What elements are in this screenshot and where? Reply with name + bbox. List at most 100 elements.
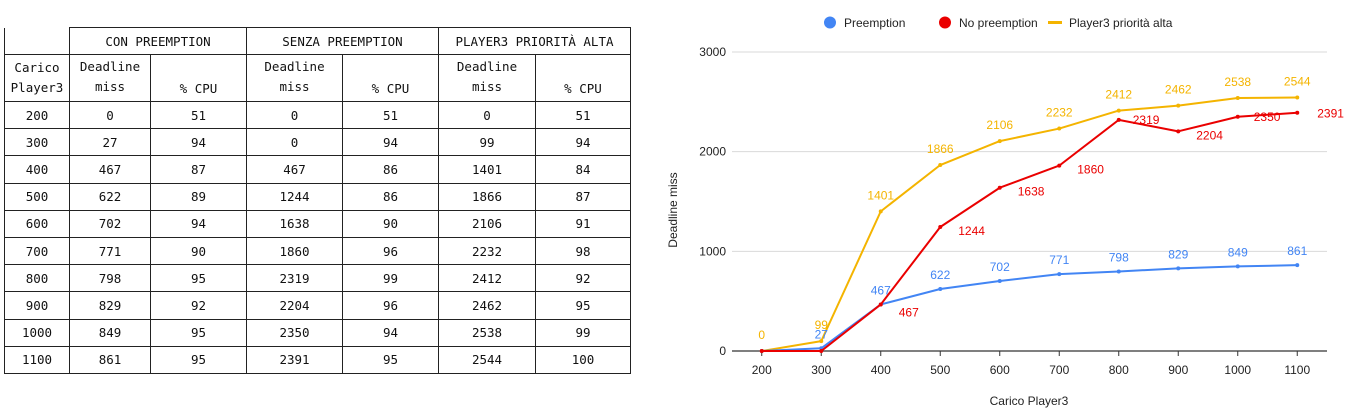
deadline-miss-cell: 2350 xyxy=(246,318,343,347)
deadline-miss-cell: 2232 xyxy=(438,236,536,266)
data-label: 2232 xyxy=(1046,106,1073,120)
data-point xyxy=(1295,95,1300,100)
legend-label: Preemption xyxy=(844,16,905,30)
cpu-cell: 98 xyxy=(535,236,631,266)
data-point xyxy=(1235,264,1240,269)
data-label: 849 xyxy=(1228,245,1248,259)
deadline-miss-cell: 2538 xyxy=(438,318,536,347)
data-point xyxy=(1176,129,1181,134)
data-label: 2544 xyxy=(1284,74,1311,88)
deadline-miss-cell: 2204 xyxy=(246,291,343,320)
data-label: 1401 xyxy=(867,188,894,202)
deadline-miss-cell: 1244 xyxy=(246,182,343,211)
load-cell: 300 xyxy=(4,128,70,157)
cpu-cell: 51 xyxy=(342,100,439,130)
data-label: 2106 xyxy=(986,118,1013,132)
load-cell: 200 xyxy=(4,100,70,130)
x-tick-label: 800 xyxy=(1109,363,1129,377)
cpu-cell: 96 xyxy=(342,236,439,266)
cpu-cell: 96 xyxy=(342,291,439,320)
data-label: 27 xyxy=(815,327,829,341)
cpu-cell: 94 xyxy=(342,318,439,347)
x-axis-ticks: 200 300 400 500 600 700 800 900 1000 1100 xyxy=(752,351,1310,377)
data-point xyxy=(1057,126,1062,131)
x-tick-label: 1000 xyxy=(1224,363,1251,377)
y-tick-label: 3000 xyxy=(699,45,726,59)
deadline-miss-cell: 849 xyxy=(69,318,151,347)
data-labels: 27 467 622 702 771 798 829 849 861 0 99 1401 1866 210… xyxy=(758,74,1344,342)
cpu-cell: 87 xyxy=(535,182,631,211)
legend-dot-marker xyxy=(824,16,836,29)
data-point xyxy=(819,349,824,353)
data-label: 467 xyxy=(899,305,919,319)
legend-item: Preemption xyxy=(824,16,905,30)
cpu-cell: 90 xyxy=(150,236,247,266)
legend-label: No preemption xyxy=(959,16,1038,30)
deadline-miss-cell: 2319 xyxy=(246,264,343,293)
deadline-miss-cell: 467 xyxy=(69,155,151,184)
data-point xyxy=(1235,114,1240,119)
data-label: 622 xyxy=(930,268,950,282)
cpu-cell: 99 xyxy=(535,318,631,347)
data-point xyxy=(938,163,943,168)
load-cell: 900 xyxy=(4,291,70,320)
load-cell: 1100 xyxy=(4,345,70,374)
cpu-cell: 95 xyxy=(342,345,439,374)
data-label: 771 xyxy=(1049,253,1069,267)
deadline-header: Deadline miss xyxy=(69,54,151,102)
x-tick-label: 700 xyxy=(1049,363,1069,377)
load-cell: 400 xyxy=(4,155,70,184)
data-label: 1866 xyxy=(927,142,954,156)
cpu-cell: 95 xyxy=(150,318,247,347)
cpu-cell: 51 xyxy=(535,100,631,130)
data-label: 2412 xyxy=(1105,88,1132,102)
deadline-miss-cell: 2106 xyxy=(438,209,536,238)
deadline-miss-cell: 1401 xyxy=(438,155,536,184)
cpu-cell: 86 xyxy=(342,182,439,211)
table-row: 1100 861 95 2391 95 2544 100 xyxy=(4,345,631,374)
data-label: 1860 xyxy=(1077,163,1104,177)
data-label: 2204 xyxy=(1196,128,1223,142)
data-label: 702 xyxy=(990,260,1010,274)
x-tick-label: 1100 xyxy=(1284,363,1310,377)
data-point xyxy=(759,349,764,353)
results-table: CON PREEMPTION SENZA PREEMPTION PLAYER3 … xyxy=(4,27,631,374)
deadline-miss-cell: 861 xyxy=(69,345,151,374)
x-tick-label: 600 xyxy=(990,363,1010,377)
deadline-miss-cell: 0 xyxy=(69,100,151,130)
deadline-miss-cell: 0 xyxy=(246,128,343,157)
deadline-miss-cell: 771 xyxy=(69,236,151,266)
data-point xyxy=(1057,272,1062,277)
x-axis-title: Carico Player3 xyxy=(990,394,1069,408)
data-point xyxy=(1116,108,1121,113)
data-label: 2538 xyxy=(1224,75,1251,89)
y-axis-title: Deadline miss xyxy=(666,172,680,247)
data-label: 0 xyxy=(758,328,765,342)
x-tick-label: 200 xyxy=(752,363,772,377)
table-row: 1000 849 95 2350 94 2538 99 xyxy=(4,318,631,347)
cpu-cell: 95 xyxy=(535,291,631,320)
deadline-miss-cell: 467 xyxy=(246,155,343,184)
data-point xyxy=(938,287,943,292)
deadline-miss-cell: 0 xyxy=(246,100,343,130)
data-label: 829 xyxy=(1168,247,1188,261)
data-label: 798 xyxy=(1109,250,1129,264)
deadline-miss-cell: 1866 xyxy=(438,182,536,211)
legend-item: No preemption xyxy=(939,16,1038,30)
x-tick-label: 900 xyxy=(1168,363,1188,377)
cpu-cell: 91 xyxy=(535,209,631,238)
cpu-cell: 87 xyxy=(150,155,247,184)
load-cell: 600 xyxy=(4,209,70,238)
deadline-miss-cell: 829 xyxy=(69,291,151,320)
data-point xyxy=(878,209,883,214)
data-label: 2391 xyxy=(1317,107,1344,121)
deadline-header: Deadline miss xyxy=(246,54,343,102)
y-tick-label: 2000 xyxy=(699,145,726,159)
data-point xyxy=(1116,117,1121,122)
data-label: 467 xyxy=(871,283,891,297)
table-row: 700 771 90 1860 96 2232 98 xyxy=(4,236,631,266)
cpu-cell: 100 xyxy=(535,345,631,374)
legend-line-marker xyxy=(1048,21,1062,24)
x-tick-label: 300 xyxy=(811,363,831,377)
corner-cell xyxy=(4,27,70,55)
